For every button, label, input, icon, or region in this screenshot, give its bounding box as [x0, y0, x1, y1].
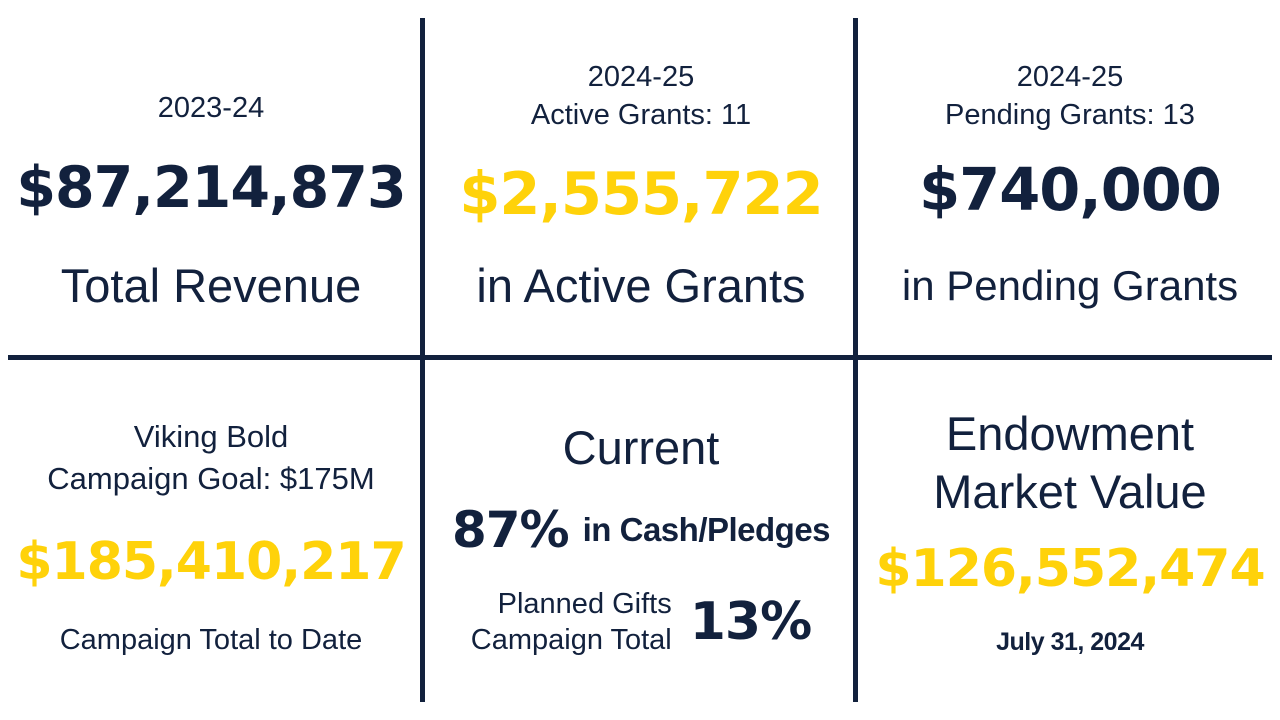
revenue-label: Total Revenue: [60, 259, 362, 312]
pending-grants-amount: $740,000: [919, 155, 1222, 224]
current-heading: Current: [562, 421, 720, 474]
revenue-year: 2023-24: [157, 92, 265, 124]
pending-grants-label: in Pending Grants: [901, 262, 1239, 309]
endowment-heading-line1: Endowment: [945, 407, 1195, 460]
campaign-label: Campaign Total to Date: [59, 624, 363, 656]
campaign-amount: $185,410,217: [16, 532, 406, 592]
campaign-name: Viking Bold: [133, 419, 289, 454]
current-cell: Current 87% in Cash/Pledges Planned Gift…: [427, 360, 855, 720]
planned-gifts-line1: Planned Gifts: [497, 588, 672, 620]
revenue-amount: $87,214,873: [16, 155, 406, 221]
vertical-divider-left: [420, 18, 425, 702]
planned-gifts-text: Planned Gifts Campaign Total: [471, 586, 672, 658]
vertical-divider-right: [853, 18, 858, 702]
planned-gifts-percent: 13%: [689, 592, 812, 652]
campaign-goal: Campaign Goal: $175M: [47, 461, 375, 496]
endowment-date: July 31, 2024: [996, 628, 1144, 656]
planned-gifts-line2: Campaign Total: [470, 624, 672, 656]
pending-grants-year: 2024-25: [1016, 61, 1124, 93]
cash-pledges-label: in Cash/Pledges: [582, 511, 831, 548]
planned-gifts-row: Planned Gifts Campaign Total 13%: [427, 582, 855, 662]
endowment-amount: $126,552,474: [875, 539, 1265, 599]
active-grants-cell: 2024-25 Active Grants: 11 $2,555,722 in …: [427, 0, 855, 357]
cash-pledges-row: 87% in Cash/Pledges: [427, 500, 855, 560]
campaign-cell: Viking Bold Campaign Goal: $175M $185,41…: [0, 360, 422, 720]
pending-grants-count: Pending Grants: 13: [945, 99, 1195, 131]
active-grants-amount: $2,555,722: [459, 159, 823, 228]
pending-grants-cell: 2024-25 Pending Grants: 13 $740,000 in P…: [860, 0, 1280, 357]
endowment-cell: Endowment Market Value $126,552,474 July…: [860, 360, 1280, 720]
revenue-cell: 2023-24 $87,214,873 Total Revenue: [0, 0, 422, 357]
horizontal-divider: [8, 355, 1272, 360]
active-grants-label: in Active Grants: [476, 259, 806, 312]
endowment-heading-line2: Market Value: [933, 465, 1207, 518]
active-grants-count: Active Grants: 11: [530, 99, 752, 131]
active-grants-year: 2024-25: [587, 61, 695, 93]
cash-pledges-percent: 87%: [451, 501, 570, 559]
